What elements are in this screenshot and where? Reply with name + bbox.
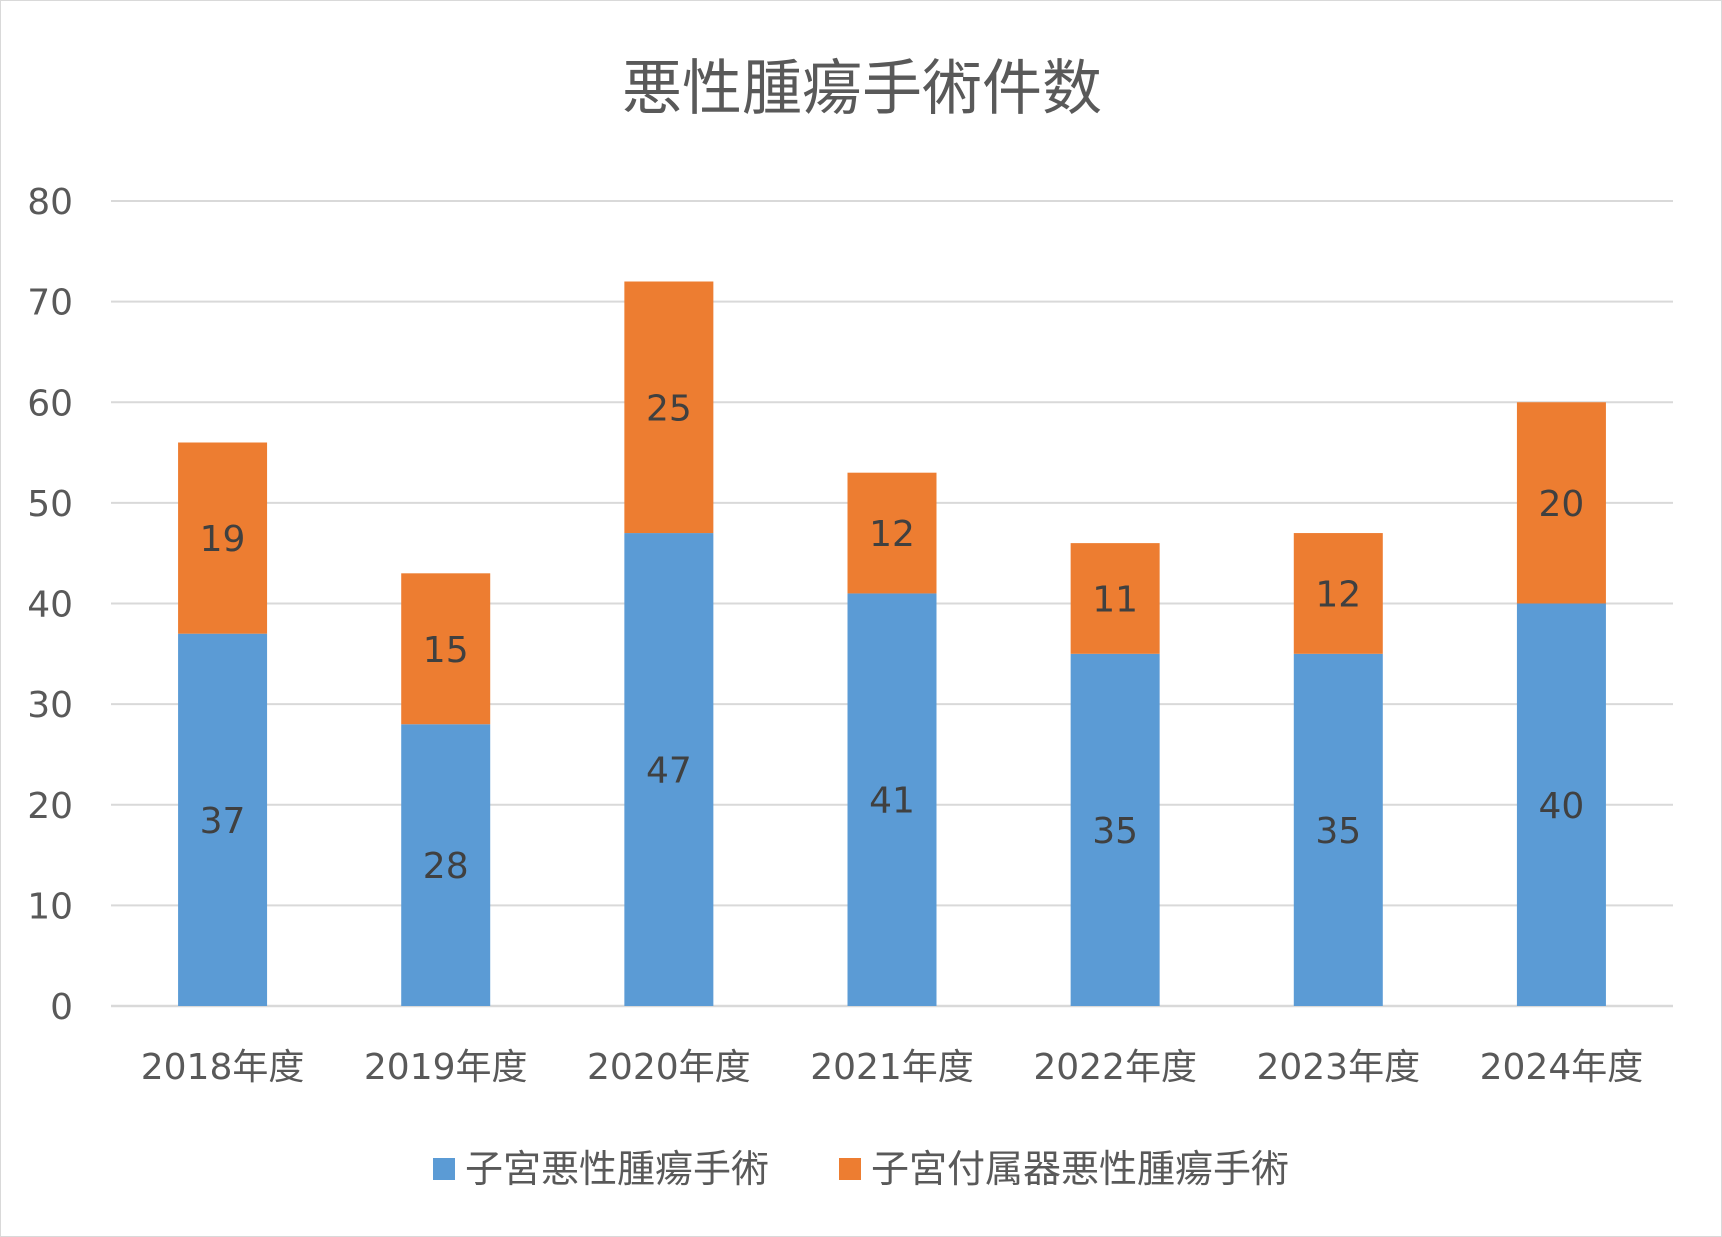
y-tick-label: 0: [50, 987, 73, 1028]
bar-segment-uterine: [1293, 653, 1383, 1006]
legend: 子宮悪性腫瘍手術 子宮付属器悪性腫瘍手術: [433, 1147, 1289, 1191]
x-category-label: 2020年度: [587, 1047, 751, 1088]
bar-segment-uterine: [401, 724, 491, 1006]
y-tick-label: 30: [27, 685, 73, 726]
y-tick-label: 40: [27, 585, 73, 626]
data-label: 20: [1539, 484, 1585, 525]
legend-label: 子宮付属器悪性腫瘍手術: [871, 1147, 1289, 1191]
data-label: 37: [200, 801, 246, 842]
x-axis-categories: 2018年度 2019年度 2020年度 2021年度 2022年度 2023年度 2024…: [141, 1047, 1643, 1088]
data-labels: 37 19 28 15 47 25 41 12 35 11 35 12 40 20: [200, 388, 1585, 887]
legend-swatch: [839, 1158, 861, 1180]
data-label: 15: [423, 630, 469, 671]
bar-segment-uterine: [624, 533, 714, 1006]
data-label: 35: [1092, 811, 1138, 852]
legend-item-uterine: 子宮悪性腫瘍手術: [433, 1147, 769, 1191]
x-category-label: 2019年度: [364, 1047, 528, 1088]
data-label: 12: [1315, 574, 1361, 615]
bar-segment-adnexal: [178, 442, 268, 634]
data-label: 12: [869, 514, 915, 555]
bar-segment-uterine: [178, 633, 268, 1006]
data-label: 47: [646, 751, 692, 792]
y-axis-ticks: 0 10 20 30 40 50 60 70 80: [27, 182, 73, 1028]
x-category-label: 2021年度: [810, 1047, 974, 1088]
data-label: 41: [869, 781, 915, 822]
legend-item-adnexal: 子宮付属器悪性腫瘍手術: [839, 1147, 1289, 1191]
y-tick-label: 20: [27, 786, 73, 827]
bar-segment-uterine: [1070, 653, 1160, 1006]
data-label: 25: [646, 388, 692, 429]
bars: [178, 281, 1606, 1006]
x-category-label: 2023年度: [1256, 1047, 1420, 1088]
bar-segment-adnexal: [624, 281, 714, 534]
bar-segment-uterine: [847, 593, 937, 1006]
bar-segment-adnexal: [401, 573, 491, 725]
chart-title: 悪性腫瘍手術件数: [622, 54, 1102, 124]
bar-segment-adnexal: [1516, 402, 1606, 604]
bar-segment-uterine: [1516, 603, 1606, 1006]
y-tick-label: 50: [27, 484, 73, 525]
data-label: 19: [200, 519, 246, 560]
x-category-label: 2024年度: [1480, 1047, 1644, 1088]
legend-label: 子宮悪性腫瘍手術: [465, 1147, 769, 1191]
data-label: 35: [1315, 811, 1361, 852]
bar-segment-adnexal: [1293, 533, 1383, 654]
y-tick-label: 70: [27, 283, 73, 324]
y-tick-label: 80: [27, 182, 73, 223]
data-label: 11: [1092, 579, 1138, 620]
data-label: 28: [423, 846, 469, 887]
legend-swatch: [433, 1158, 455, 1180]
x-category-label: 2018年度: [141, 1047, 305, 1088]
x-category-label: 2022年度: [1033, 1047, 1197, 1088]
bar-segment-adnexal: [847, 472, 937, 594]
y-tick-label: 60: [27, 383, 73, 424]
data-label: 40: [1539, 786, 1585, 827]
y-tick-label: 10: [27, 886, 73, 927]
bar-segment-adnexal: [1070, 543, 1160, 654]
